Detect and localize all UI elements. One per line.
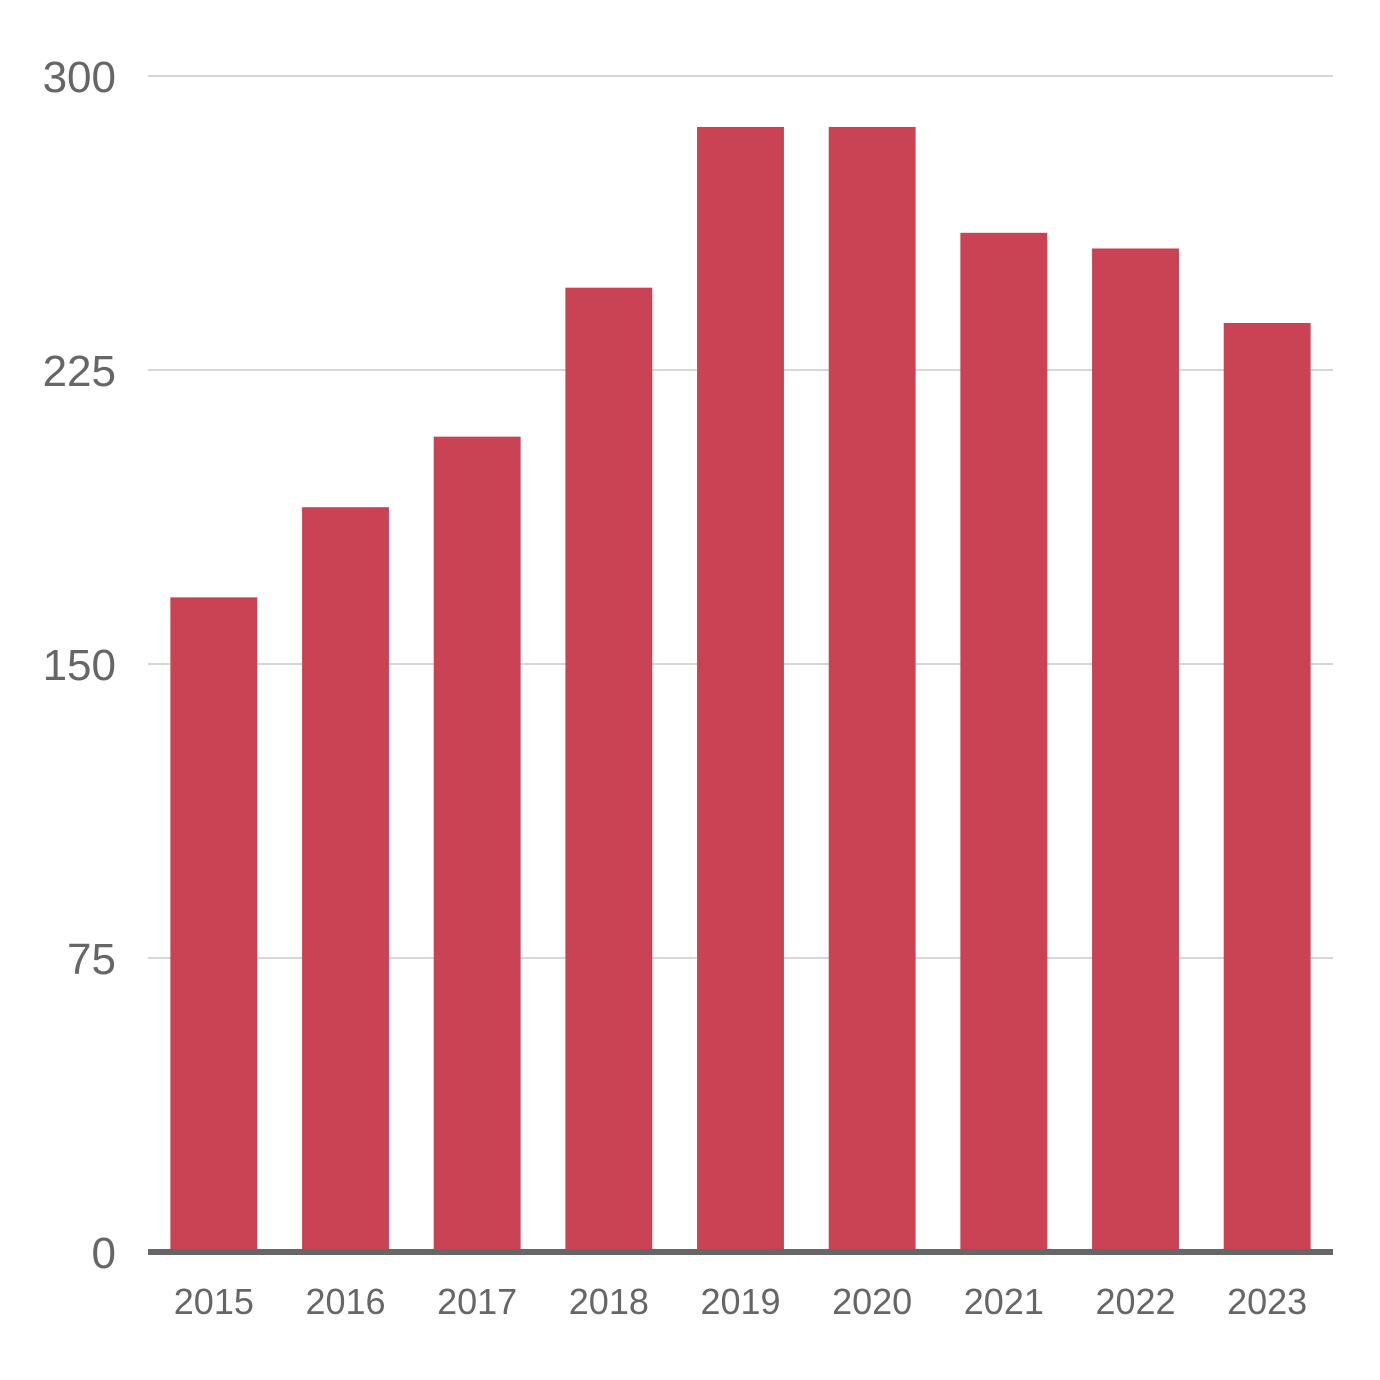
x-tick-label: 2016 xyxy=(305,1281,385,1322)
bar-2016 xyxy=(302,507,389,1252)
y-tick-label: 0 xyxy=(92,1229,116,1278)
x-tick-label: 2019 xyxy=(700,1281,780,1322)
y-tick-label: 150 xyxy=(43,641,116,690)
x-tick-label: 2023 xyxy=(1227,1281,1307,1322)
x-axis-ticks: 2015 2016 2017 2018 2019 2020 2021 2022 2023 xyxy=(174,1281,1307,1322)
x-tick-label: 2017 xyxy=(437,1281,517,1322)
y-tick-label: 75 xyxy=(67,935,116,984)
x-tick-label: 2020 xyxy=(832,1281,912,1322)
bar-2020 xyxy=(828,126,916,1253)
y-tick-label: 300 xyxy=(43,53,116,102)
x-tick-label: 2015 xyxy=(174,1281,254,1322)
bar-2015 xyxy=(170,597,258,1252)
x-tick-label: 2021 xyxy=(964,1281,1044,1322)
bar-2018 xyxy=(565,287,653,1252)
bar-2017 xyxy=(433,436,521,1252)
x-tick-label: 2022 xyxy=(1095,1281,1175,1322)
bar-2022 xyxy=(1092,248,1179,1253)
bar-2019 xyxy=(697,126,784,1253)
y-tick-label: 225 xyxy=(43,347,116,396)
bar-2021 xyxy=(960,232,1048,1253)
bar-2023 xyxy=(1223,322,1311,1253)
x-tick-label: 2018 xyxy=(569,1281,649,1322)
y-axis-ticks: 0 75 150 225 300 xyxy=(43,53,116,1278)
bars xyxy=(170,126,1311,1253)
